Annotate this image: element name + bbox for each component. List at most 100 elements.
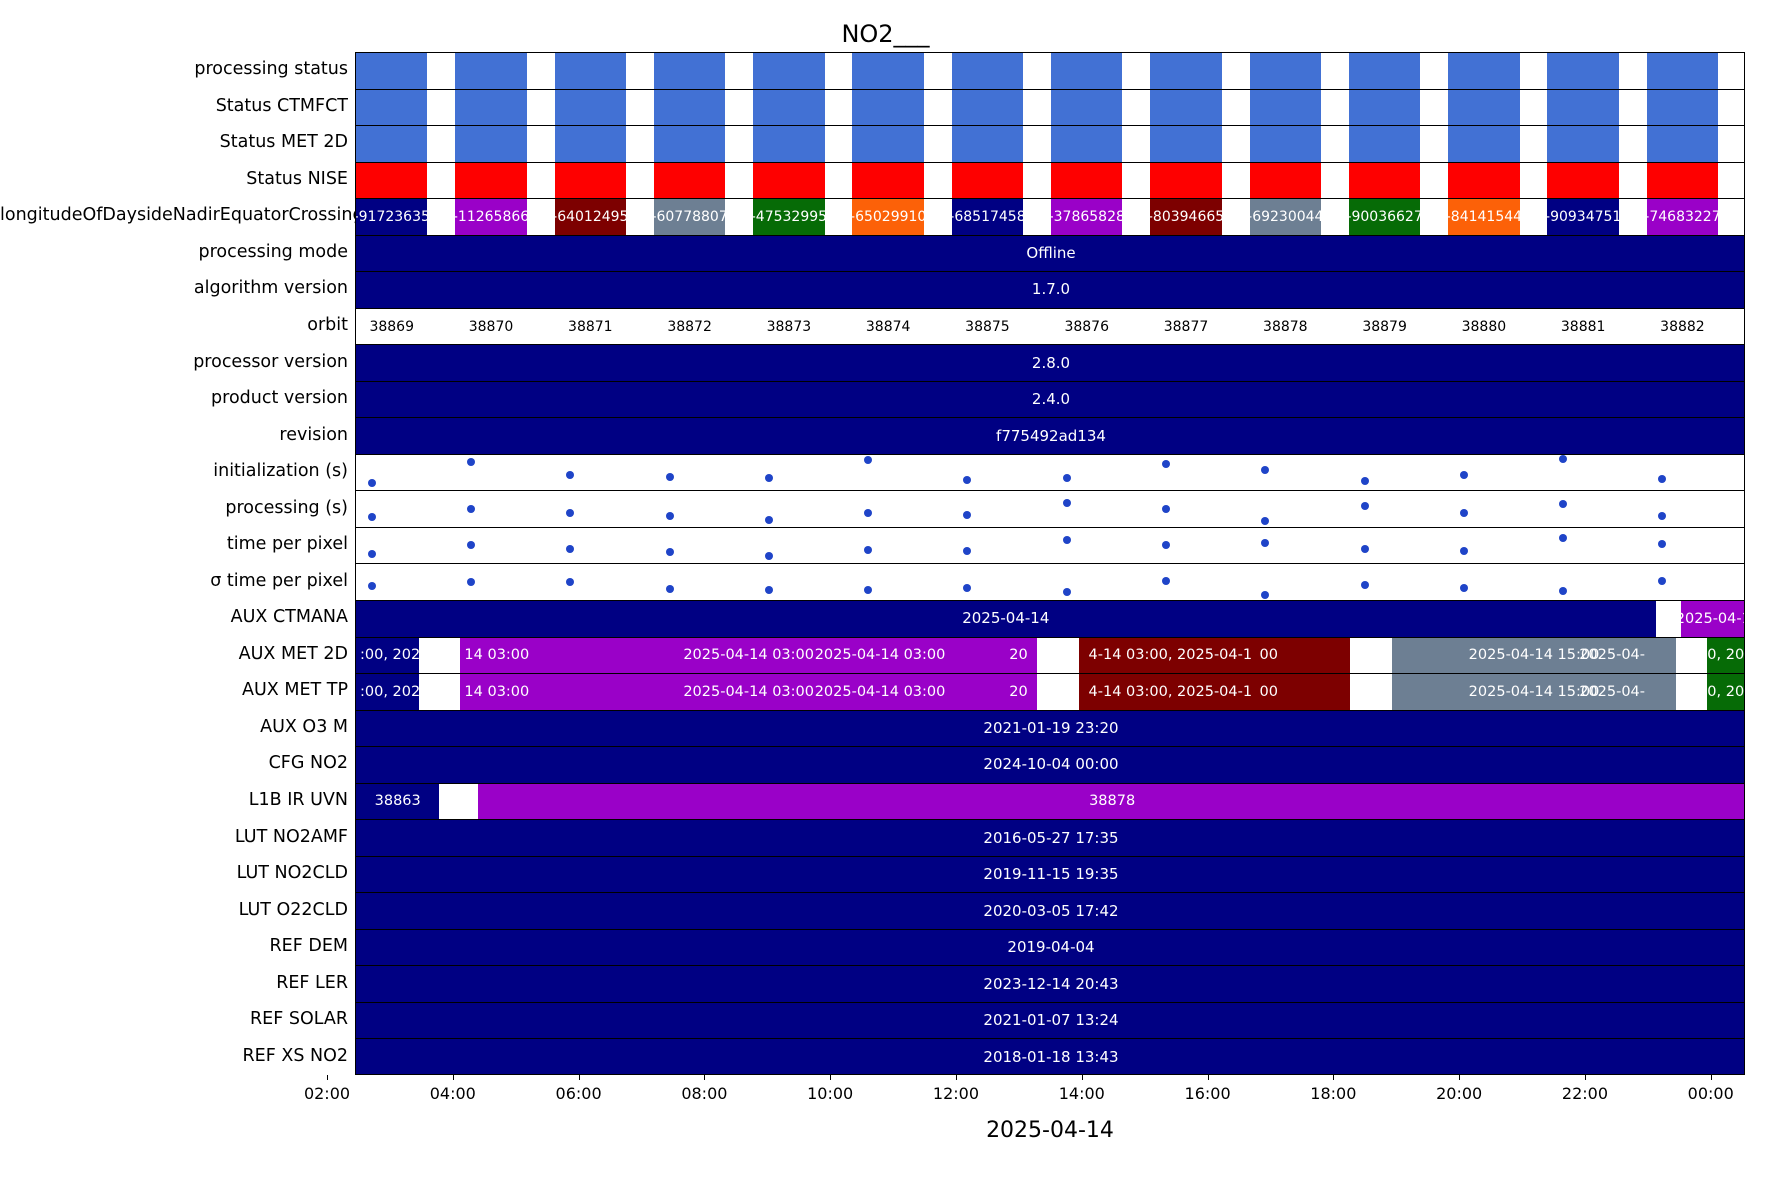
- timeline-segment[interactable]: [1448, 89, 1520, 126]
- timeline-plot-area[interactable]: -91723635 -11265866 -64012495 -60778807 -475…: [355, 52, 1745, 1075]
- value-band[interactable]: 2016-05-27 17:35: [356, 820, 1744, 856]
- timeline-segment[interactable]: [1646, 53, 1719, 89]
- timeline-segment[interactable]: [554, 53, 627, 89]
- aux-ctmana-tail[interactable]: 2025-04-1: [1680, 601, 1744, 637]
- aux-met-segment[interactable]: [1349, 637, 1392, 674]
- aux-met-segment[interactable]: 2025-04-14 15:00: [1391, 674, 1677, 710]
- timeline-segment[interactable]: [356, 89, 428, 126]
- timeline-segment[interactable]: [1547, 89, 1619, 126]
- timeline-segment[interactable]: [653, 89, 726, 126]
- timeline-segment[interactable]: [554, 162, 627, 199]
- aux-met-segment[interactable]: :00, 202: [356, 674, 419, 710]
- value-band[interactable]: 2019-04-04: [356, 929, 1744, 966]
- timeline-segment[interactable]: [1448, 53, 1520, 89]
- aux-met-segment[interactable]: [1676, 637, 1708, 674]
- timeline-segment[interactable]: [554, 89, 627, 126]
- aux-met-segment[interactable]: [418, 637, 461, 674]
- timeline-segment[interactable]: [1348, 89, 1421, 126]
- l1b-first-block[interactable]: 38863: [356, 783, 440, 820]
- timeline-segment[interactable]: [1547, 162, 1619, 199]
- aux-met-segment[interactable]: [418, 674, 461, 710]
- timeline-segment[interactable]: [1547, 53, 1619, 89]
- timeline-segment[interactable]: [1646, 89, 1719, 126]
- aux-met-segment[interactable]: [1078, 637, 1350, 674]
- timeline-segment[interactable]: [852, 89, 924, 126]
- aux-met-segment[interactable]: 2025-04-14 03:00: [460, 637, 1038, 674]
- l1b-second-block[interactable]: 38878: [478, 783, 1744, 820]
- timeline-segment[interactable]: [653, 162, 726, 199]
- timeline-segment[interactable]: [356, 162, 428, 199]
- timeline-segment[interactable]: [356, 53, 428, 89]
- longitude-block[interactable]: -11265866: [455, 199, 527, 235]
- value-band[interactable]: Offline: [356, 235, 1744, 272]
- longitude-block[interactable]: -65029910: [852, 199, 924, 235]
- aux-met-segment[interactable]: :00, 202: [356, 637, 419, 674]
- aux-ctmana-band[interactable]: 2025-04-14: [356, 601, 1656, 637]
- value-band[interactable]: 2021-01-19 23:20: [356, 710, 1744, 747]
- timeline-segment[interactable]: [1249, 53, 1322, 89]
- value-band[interactable]: f775492ad134: [356, 418, 1744, 454]
- longitude-block[interactable]: -90934751: [1547, 199, 1619, 235]
- l1b-gap[interactable]: [439, 783, 479, 820]
- timeline-segment[interactable]: [951, 89, 1024, 126]
- aux-met-segment[interactable]: [1707, 637, 1744, 674]
- timeline-segment[interactable]: [1249, 162, 1322, 199]
- timeline-segment[interactable]: [1150, 162, 1222, 199]
- timeline-segment[interactable]: [852, 53, 924, 89]
- timeline-segment[interactable]: [455, 53, 527, 89]
- timeline-segment[interactable]: [1051, 162, 1123, 199]
- aux-met-segment[interactable]: [1037, 637, 1079, 674]
- longitude-block[interactable]: -68517458: [951, 199, 1024, 235]
- value-band[interactable]: 1.7.0: [356, 272, 1744, 308]
- value-band[interactable]: 2024-10-04 00:00: [356, 747, 1744, 783]
- timeline-segment[interactable]: [753, 53, 825, 89]
- timeline-segment[interactable]: [1150, 126, 1222, 162]
- longitude-block[interactable]: -47532995: [753, 199, 825, 235]
- timeline-segment[interactable]: [852, 162, 924, 199]
- longitude-block[interactable]: -64012495: [554, 199, 627, 235]
- aux-gap[interactable]: [1655, 601, 1681, 637]
- timeline-segment[interactable]: [1646, 126, 1719, 162]
- timeline-segment[interactable]: [1051, 126, 1123, 162]
- timeline-segment[interactable]: [1051, 53, 1123, 89]
- aux-met-segment[interactable]: [1349, 674, 1392, 710]
- aux-met-segment[interactable]: [1078, 674, 1350, 710]
- timeline-segment[interactable]: [455, 126, 527, 162]
- timeline-segment[interactable]: [1646, 162, 1719, 199]
- timeline-segment[interactable]: [753, 162, 825, 199]
- aux-met-segment[interactable]: 2025-04-14 03:00: [460, 674, 1038, 710]
- aux-met-segment[interactable]: 2025-04-14 15:00: [1391, 637, 1677, 674]
- longitude-block[interactable]: -37865828: [1051, 199, 1123, 235]
- aux-met-segment[interactable]: [1037, 674, 1079, 710]
- longitude-block[interactable]: -80394665: [1150, 199, 1222, 235]
- timeline-segment[interactable]: [951, 162, 1024, 199]
- timeline-segment[interactable]: [653, 126, 726, 162]
- longitude-block[interactable]: -84141544: [1448, 199, 1520, 235]
- timeline-segment[interactable]: [356, 126, 428, 162]
- timeline-segment[interactable]: [1150, 89, 1222, 126]
- timeline-segment[interactable]: [1249, 89, 1322, 126]
- timeline-segment[interactable]: [1348, 162, 1421, 199]
- timeline-segment[interactable]: [1547, 126, 1619, 162]
- timeline-segment[interactable]: [1348, 126, 1421, 162]
- value-band[interactable]: 2023-12-14 20:43: [356, 966, 1744, 1002]
- value-band[interactable]: 2021-01-07 13:24: [356, 1002, 1744, 1039]
- timeline-segment[interactable]: [653, 53, 726, 89]
- timeline-segment[interactable]: [951, 126, 1024, 162]
- timeline-segment[interactable]: [753, 89, 825, 126]
- timeline-segment[interactable]: [1348, 53, 1421, 89]
- timeline-segment[interactable]: [1150, 53, 1222, 89]
- value-band[interactable]: 2.4.0: [356, 381, 1744, 418]
- longitude-block[interactable]: -69230044: [1249, 199, 1322, 235]
- timeline-segment[interactable]: [554, 126, 627, 162]
- timeline-segment[interactable]: [1249, 126, 1322, 162]
- timeline-segment[interactable]: [1448, 126, 1520, 162]
- timeline-segment[interactable]: [753, 126, 825, 162]
- value-band[interactable]: 2019-11-15 19:35: [356, 856, 1744, 893]
- aux-met-segment[interactable]: [1676, 674, 1708, 710]
- aux-met-segment[interactable]: [1707, 674, 1744, 710]
- longitude-block[interactable]: -91723635: [356, 199, 428, 235]
- longitude-block[interactable]: -60778807: [653, 199, 726, 235]
- timeline-segment[interactable]: [852, 126, 924, 162]
- longitude-block[interactable]: -74683227: [1646, 199, 1719, 235]
